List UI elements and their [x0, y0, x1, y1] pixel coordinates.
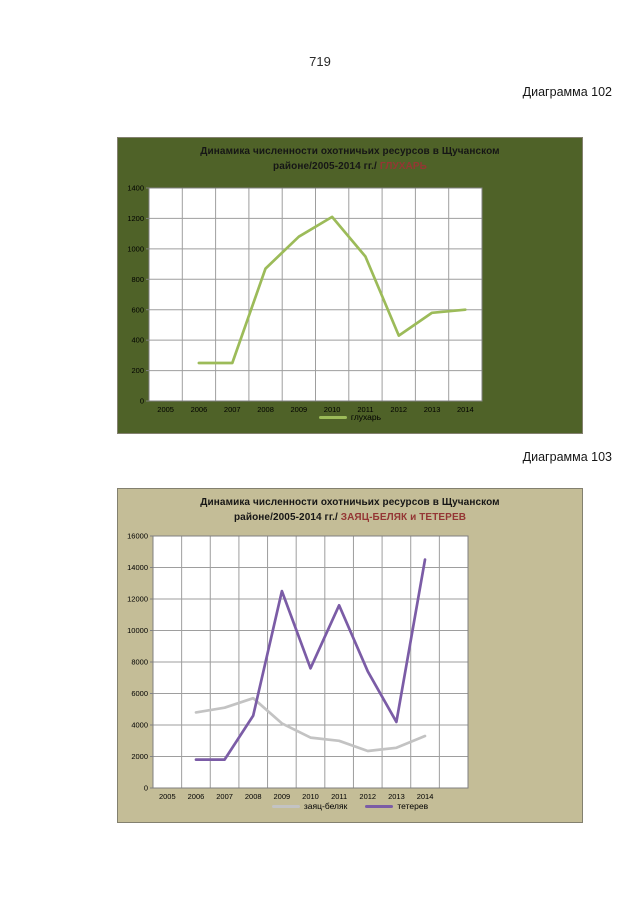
y-axis-label: 6000 — [131, 689, 148, 698]
plot-border — [148, 187, 483, 402]
chart-102-capercaillie: Динамика численности охотничьих ресурсов… — [117, 137, 583, 434]
chart-svg: 0 200 400 600 800 1000 1200 1400 2005 2006 2007 200… — [127, 184, 483, 414]
legend-swatch-icon — [318, 415, 347, 419]
plot-border — [152, 535, 469, 789]
chart-103-title-species: ЗАЯЦ-БЕЛЯК и ТЕТЕРЕВ — [340, 511, 467, 523]
y-axis-label: 0 — [140, 397, 144, 406]
chart-103-legend: заяц-беляк тетерев — [118, 801, 582, 811]
y-axis-label: 10000 — [127, 626, 148, 635]
x-axis-label: 2013 — [388, 792, 405, 801]
x-axis-label: 2011 — [357, 405, 373, 414]
legend-label: заяц-беляк — [303, 801, 348, 811]
chart-102-title: Динамика численности охотничьих ресурсов… — [118, 145, 582, 174]
legend-label: тетерев — [397, 801, 429, 811]
y-axis-label: 1400 — [127, 184, 144, 193]
legend-swatch-icon — [271, 804, 300, 808]
series-line-тетерев — [194, 558, 427, 761]
page-number: 719 — [309, 54, 331, 69]
x-axis-label: 2005 — [159, 792, 176, 801]
chart-102-title-species: ГЛУХАРЬ — [379, 160, 427, 172]
y-axis-label: 2000 — [131, 752, 148, 761]
chart-102-title-line1: Динамика численности охотничьих ресурсов… — [200, 146, 500, 157]
x-axis-label: 2014 — [417, 792, 434, 801]
chart-103-title-line2: районе/2005-2014 гг./ — [233, 511, 341, 523]
y-axis-label: 8000 — [131, 658, 148, 667]
x-axis-label: 2012 — [359, 792, 376, 801]
legend-item-глухарь: глухарь — [318, 412, 382, 422]
x-axis-label: 2006 — [191, 405, 208, 414]
chart-102-legend: глухарь — [118, 412, 582, 422]
x-axis-label: 2011 — [331, 792, 347, 801]
x-axis-label: 2007 — [216, 792, 233, 801]
y-axis-label: 1200 — [127, 214, 144, 223]
y-axis-label: 200 — [131, 366, 144, 375]
y-axis-label: 1000 — [127, 244, 144, 253]
chart-103-hare-grouse: Динамика численности охотничьих ресурсов… — [117, 488, 583, 823]
x-axis-label: 2008 — [245, 792, 262, 801]
x-axis-label: 2008 — [257, 405, 274, 414]
series-line-глухарь — [197, 215, 467, 365]
series-line-заяц-беляк — [194, 696, 427, 753]
x-axis-label: 2010 — [324, 405, 341, 414]
y-axis-label: 14000 — [127, 563, 148, 572]
y-axis-label: 0 — [144, 784, 148, 793]
x-axis-label: 2007 — [224, 405, 241, 414]
legend-item-заяц-беляк: заяц-беляк — [271, 801, 348, 811]
chart-svg: 0 2000 4000 6000 8000 10000 12000 14000 16000 200… — [127, 532, 469, 801]
chart-102-plot-area: 0 200 400 600 800 1000 1200 1400 2005 2006 2007 200… — [118, 138, 582, 433]
x-axis-label: 2005 — [157, 405, 174, 414]
legend-swatch-icon — [365, 804, 394, 808]
legend-item-тетерев: тетерев — [365, 801, 428, 811]
y-axis-label: 12000 — [127, 595, 148, 604]
x-axis-label: 2009 — [274, 792, 291, 801]
x-axis-label: 2009 — [291, 405, 308, 414]
x-axis-label: 2012 — [390, 405, 407, 414]
y-axis-label: 800 — [131, 275, 144, 284]
chart-103-title-line1: Динамика численности охотничьих ресурсов… — [200, 497, 500, 508]
x-axis-label: 2013 — [424, 405, 441, 414]
chart-103-plot-area: 0 2000 4000 6000 8000 10000 12000 14000 16000 200… — [118, 489, 582, 822]
x-axis-label: 2006 — [188, 792, 205, 801]
diagram-103-caption: Диаграмма 103 — [522, 450, 612, 464]
x-axis-label: 2014 — [457, 405, 474, 414]
chart-102-title-line2: районе/2005-2014 гг./ — [273, 160, 380, 172]
legend-label: глухарь — [350, 412, 382, 422]
y-axis-label: 400 — [131, 336, 144, 345]
y-axis-label: 4000 — [131, 721, 148, 730]
x-axis-label: 2010 — [302, 792, 319, 801]
y-axis-label: 600 — [131, 305, 144, 314]
diagram-102-caption: Диаграмма 102 — [522, 85, 612, 99]
chart-103-title: Динамика численности охотничьих ресурсов… — [118, 496, 582, 525]
y-axis-label: 16000 — [127, 532, 148, 541]
